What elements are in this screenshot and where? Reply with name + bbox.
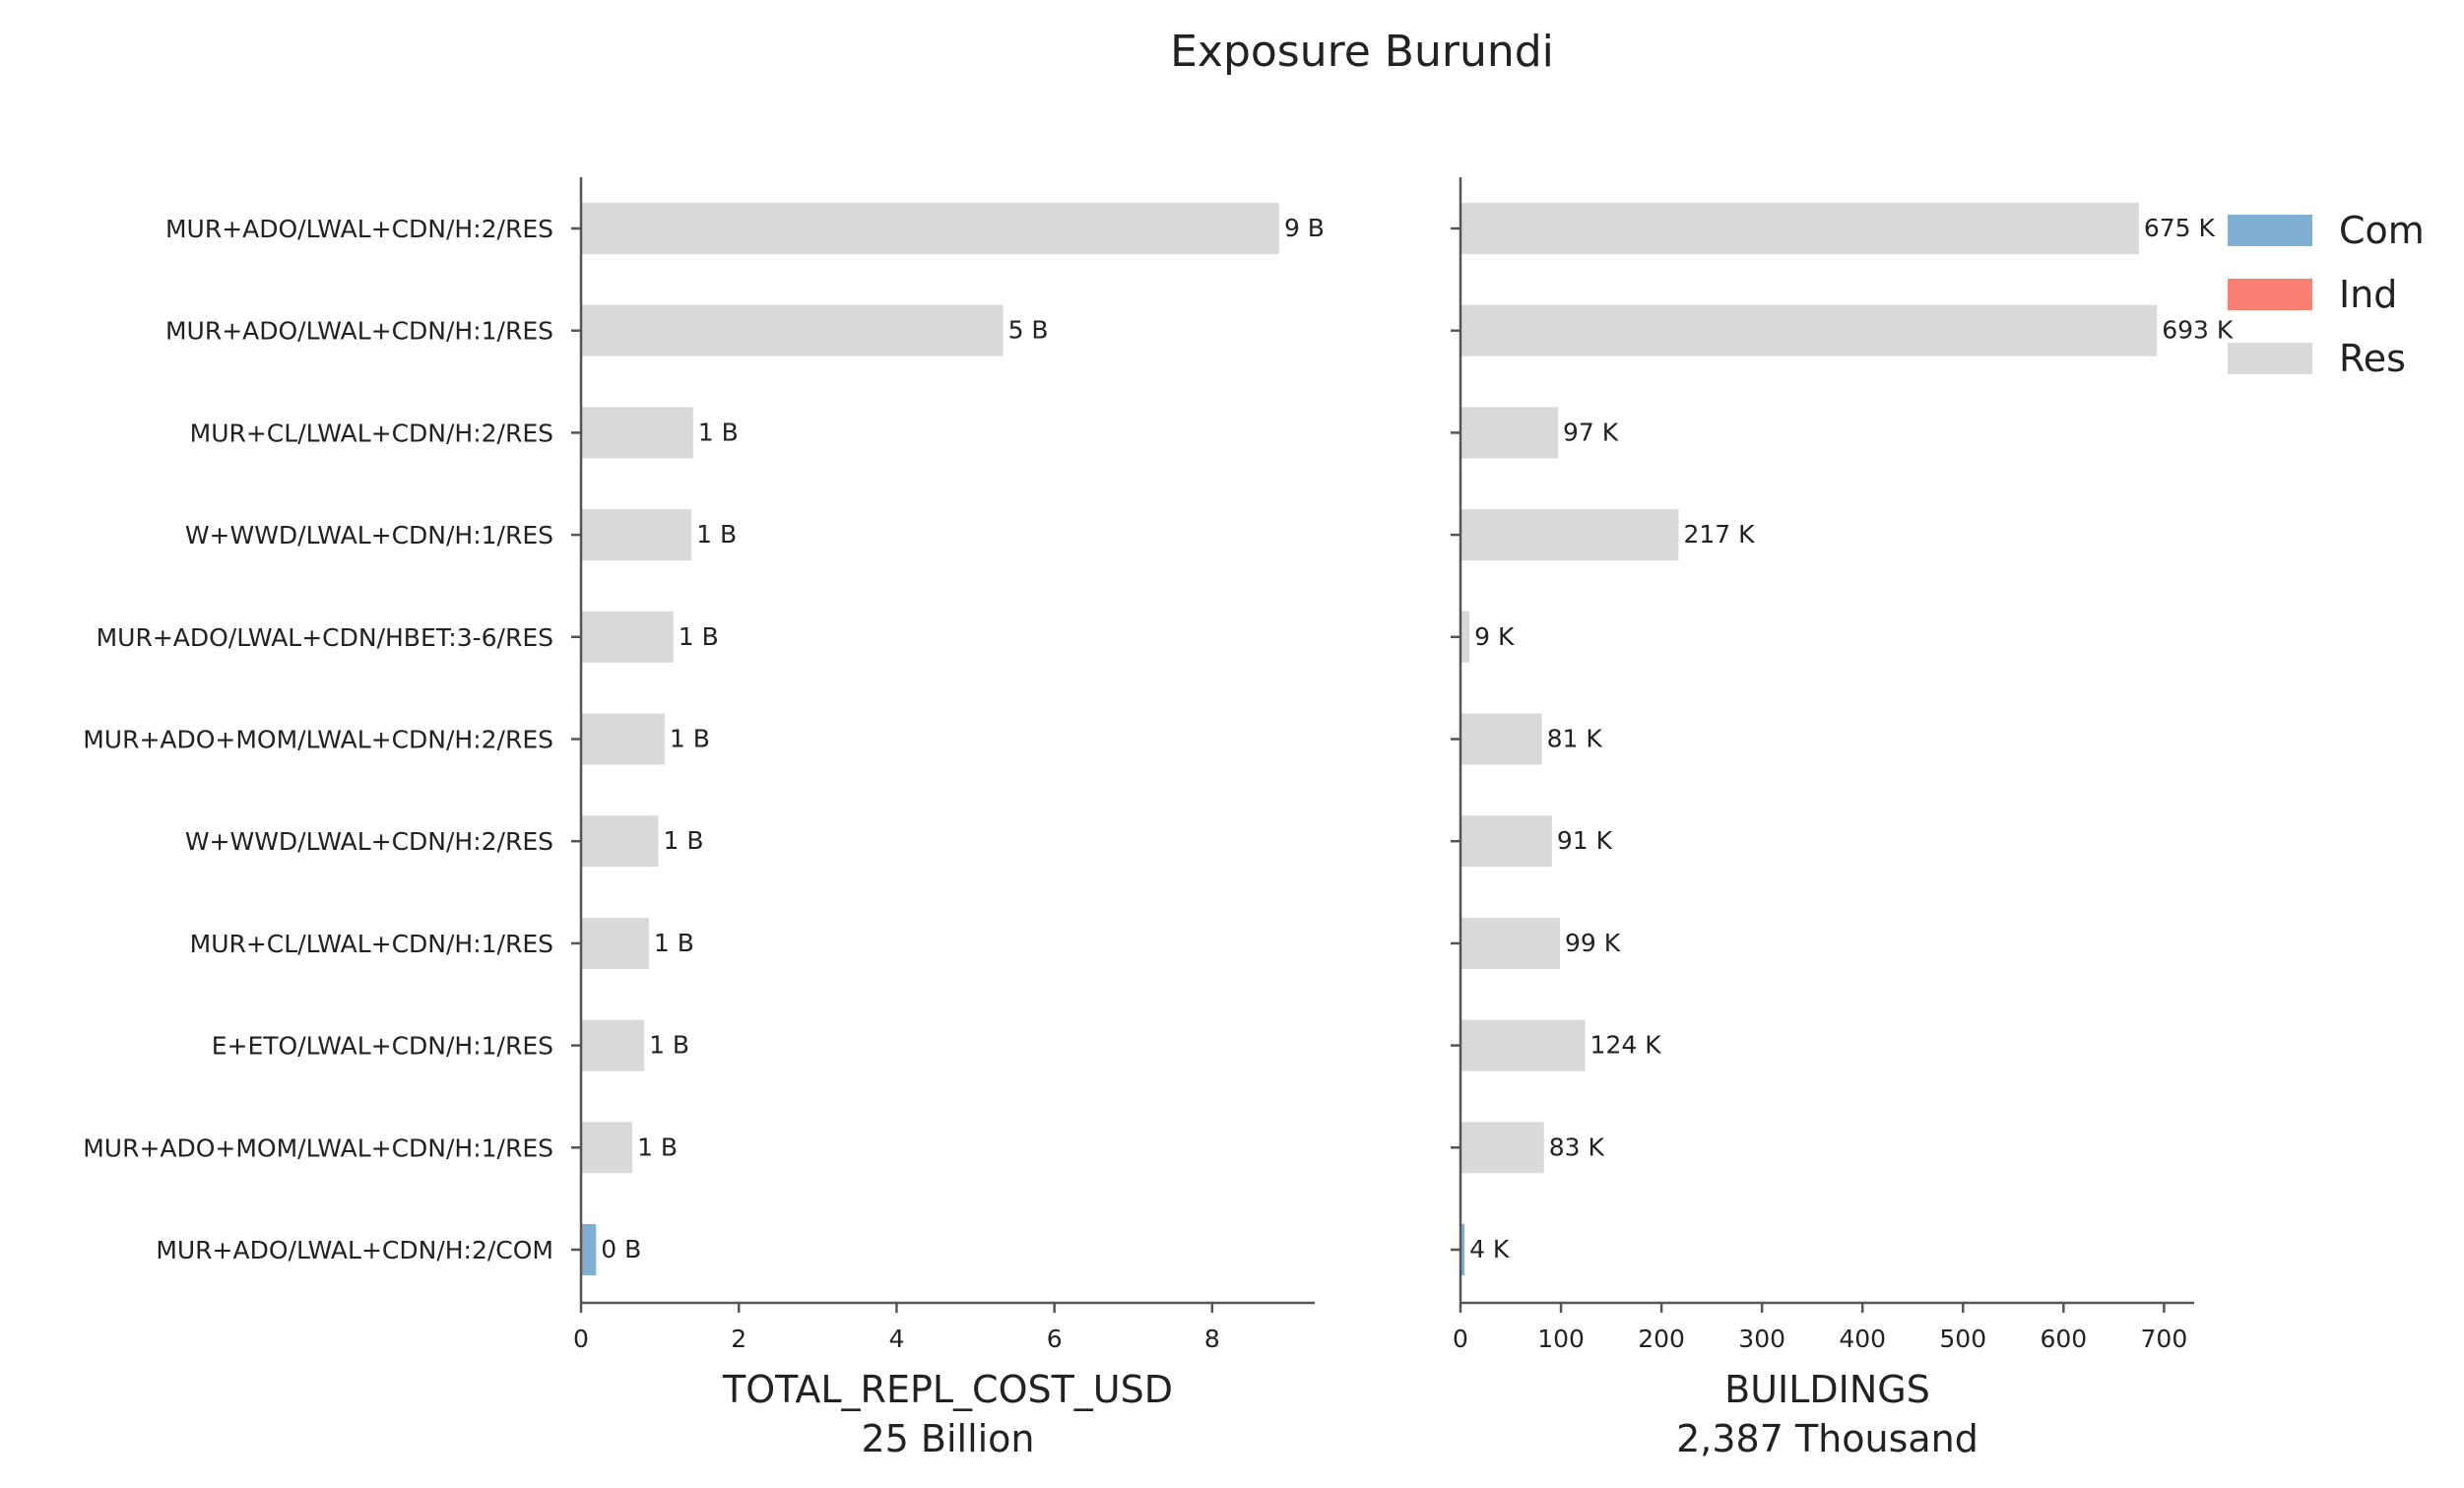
bar-value-label: 1 B — [654, 929, 694, 957]
bar — [581, 304, 1004, 356]
bar — [581, 815, 659, 868]
legend-label-ind: Ind — [2339, 273, 2397, 316]
panel-buildings: 675 K 693 K 97 K 217 K 9 K 81 K 91 K 99 K 124 K 8… — [1451, 177, 2234, 1460]
bar — [581, 407, 693, 459]
bar — [581, 1019, 645, 1071]
bar — [581, 713, 665, 765]
x-axis-title: BUILDINGS — [1724, 1368, 1930, 1411]
legend-label-com: Com — [2339, 209, 2425, 252]
category-label: MUR+ADO/LWAL+CDN/H:2/COM — [156, 1236, 553, 1264]
bar-value-label: 693 K — [2162, 316, 2234, 345]
x-tick-label: 100 — [1537, 1325, 1585, 1353]
x-tick-label: 2 — [731, 1325, 746, 1353]
legend-swatch-ind — [2228, 279, 2312, 310]
bar-value-label: 1 B — [649, 1031, 689, 1060]
category-label: MUR+ADO/LWAL+CDN/H:2/RES — [165, 215, 553, 243]
bar — [1460, 1224, 1465, 1275]
bar-value-label: 1 B — [664, 826, 704, 855]
x-tick-label: 0 — [573, 1325, 589, 1353]
panel-replacement-cost: 9 B MUR+ADO/LWAL+CDN/H:2/RES 5 B MUR+ADO/LW… — [83, 177, 1325, 1460]
bar — [1460, 1122, 1544, 1174]
bar-value-label: 9 B — [1284, 214, 1325, 242]
bar-value-label: 0 B — [601, 1235, 641, 1263]
bar — [581, 611, 674, 663]
bar-value-label: 9 K — [1474, 622, 1515, 651]
x-tick-label: 4 — [888, 1325, 904, 1353]
x-tick-label: 0 — [1453, 1325, 1468, 1353]
bar-value-label: 91 K — [1557, 826, 1613, 855]
legend-swatch-com — [2228, 215, 2312, 246]
category-label: MUR+CL/LWAL+CDN/H:1/RES — [190, 930, 553, 958]
bar — [581, 509, 692, 561]
x-tick-label: 300 — [1738, 1325, 1785, 1353]
legend: Com Ind Res — [2228, 209, 2425, 380]
x-tick-label: 500 — [1939, 1325, 1986, 1353]
category-label: MUR+CL/LWAL+CDN/H:2/RES — [190, 419, 553, 447]
category-label: MUR+ADO+MOM/LWAL+CDN/H:1/RES — [83, 1133, 553, 1162]
bar — [1460, 917, 1561, 969]
x-tick-label: 600 — [2040, 1325, 2087, 1353]
bar-value-label: 81 K — [1547, 725, 1603, 753]
bar-value-label: 217 K — [1683, 520, 1755, 549]
bar — [1460, 407, 1558, 459]
category-label: MUR+ADO/LWAL+CDN/HBET:3-6/RES — [97, 623, 553, 652]
bar — [581, 1224, 597, 1275]
x-axis-subtitle: 25 Billion — [861, 1417, 1034, 1460]
category-label: MUR+ADO+MOM/LWAL+CDN/H:2/RES — [83, 726, 553, 754]
x-tick-label: 6 — [1047, 1325, 1063, 1353]
bar — [1460, 611, 1470, 663]
bar — [581, 203, 1279, 254]
bar — [581, 917, 649, 969]
bar-value-label: 83 K — [1549, 1132, 1605, 1161]
bar-value-label: 124 K — [1590, 1031, 1662, 1060]
bar-value-label: 5 B — [1008, 316, 1049, 345]
x-tick-label: 200 — [1638, 1325, 1685, 1353]
bar-value-label: 99 K — [1565, 929, 1621, 957]
bar — [1460, 304, 2158, 356]
x-tick-label: 700 — [2141, 1325, 2188, 1353]
category-label: MUR+ADO/LWAL+CDN/H:1/RES — [165, 317, 553, 346]
chart-title: Exposure Burundi — [1170, 27, 1554, 77]
bar-value-label: 1 B — [670, 725, 710, 753]
x-tick-label: 400 — [1839, 1325, 1886, 1353]
x-tick-label: 8 — [1204, 1325, 1220, 1353]
x-axis-subtitle: 2,387 Thousand — [1676, 1417, 1978, 1460]
bar — [1460, 815, 1552, 868]
bar-value-label: 1 B — [696, 520, 737, 549]
legend-label-res: Res — [2339, 337, 2406, 380]
bar — [1460, 713, 1542, 765]
bar — [1460, 203, 2139, 254]
category-label: W+WWD/LWAL+CDN/H:1/RES — [185, 521, 553, 550]
bar-value-label: 97 K — [1563, 418, 1619, 446]
bar-value-label: 4 K — [1469, 1235, 1510, 1263]
bar-value-label: 1 B — [679, 622, 719, 651]
bar — [581, 1122, 633, 1174]
bar-value-label: 1 B — [637, 1132, 678, 1161]
bar-value-label: 675 K — [2144, 214, 2216, 242]
category-label: W+WWD/LWAL+CDN/H:2/RES — [185, 827, 553, 856]
bar — [1460, 1019, 1586, 1071]
category-label: E+ETO/LWAL+CDN/H:1/RES — [212, 1032, 553, 1061]
x-axis-title: TOTAL_REPL_COST_USD — [722, 1368, 1173, 1411]
legend-swatch-res — [2228, 343, 2312, 374]
bar — [1460, 509, 1679, 561]
bar-value-label: 1 B — [698, 418, 739, 446]
